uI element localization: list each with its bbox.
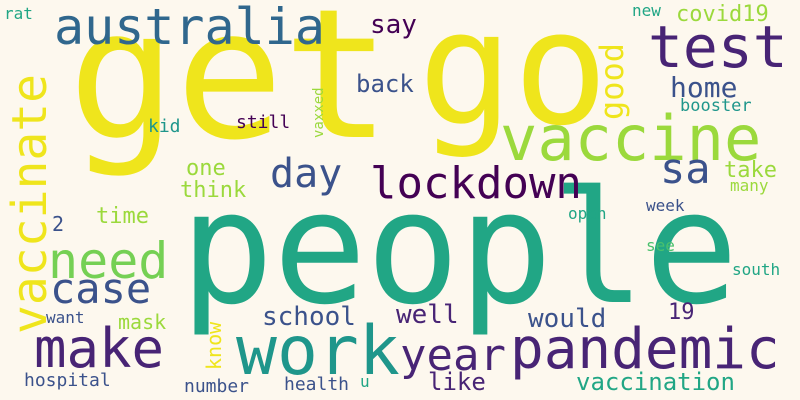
word-lockdown: lockdown [370,158,582,209]
word-covid19: covid19 [676,2,769,27]
word-case: case [50,264,152,313]
word-mask: mask [118,310,167,334]
word-health: health [284,374,350,395]
word-open: open [568,204,607,223]
word-work: work [236,312,400,391]
word-know: know [202,321,226,370]
word-need: need [48,232,169,290]
word-19: 19 [668,300,695,325]
word-many: many [730,176,769,195]
word-week: week [646,196,685,215]
word-see: see [646,236,675,255]
word-want: want [46,308,85,327]
word-people: people [180,157,739,339]
word-good: good [593,42,631,120]
word-2: 2 [52,212,65,236]
word-australia: australia [54,0,325,56]
word-think: think [180,178,247,203]
word-vaccination: vaccination [576,368,735,396]
word-time: time [96,204,149,229]
word-like: like [428,368,486,396]
word-vaccine: vaccine [500,102,762,175]
word-school: school [262,302,356,332]
word-make: make [34,317,165,380]
word-go: go [418,0,609,161]
word-year: year [400,330,506,381]
word-rat: rat [4,4,33,23]
word-take: take [724,158,777,183]
word-say: say [370,10,417,40]
word-kid: kid [148,116,181,137]
word-well: well [396,300,459,330]
word-get: get [68,0,391,180]
word-one: one [186,156,226,181]
word-new: new [632,1,661,20]
word-booster: booster [680,96,752,116]
word-hospital: hospital [24,370,111,391]
word-number: number [184,376,250,397]
word-still: still [236,112,291,133]
word-south: south [732,260,781,279]
word-back: back [356,70,414,98]
word-u: u [360,372,370,391]
word-vaxxed: vaxxed [311,87,327,138]
word-would: would [528,304,607,334]
word-sa: sa [660,144,711,193]
word-home: home [670,71,738,104]
word-pandemic: pandemic [510,317,780,382]
word-test: test [648,13,788,81]
word-day: day [270,151,343,197]
word-vaccinate: vaccinate [2,73,58,334]
